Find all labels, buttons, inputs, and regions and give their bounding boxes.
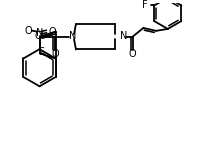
Text: ⁻: ⁻ [27,26,30,31]
Text: O: O [48,27,56,37]
Text: F: F [142,0,148,10]
Text: S: S [38,47,44,57]
Text: Cl: Cl [34,31,44,41]
Text: N: N [36,28,43,38]
Text: O: O [24,26,32,36]
Text: O: O [52,49,59,59]
Text: N: N [120,31,127,41]
Text: N: N [69,31,76,41]
Text: O: O [129,49,136,59]
